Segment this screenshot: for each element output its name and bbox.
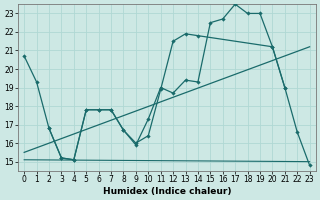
X-axis label: Humidex (Indice chaleur): Humidex (Indice chaleur) (103, 187, 231, 196)
